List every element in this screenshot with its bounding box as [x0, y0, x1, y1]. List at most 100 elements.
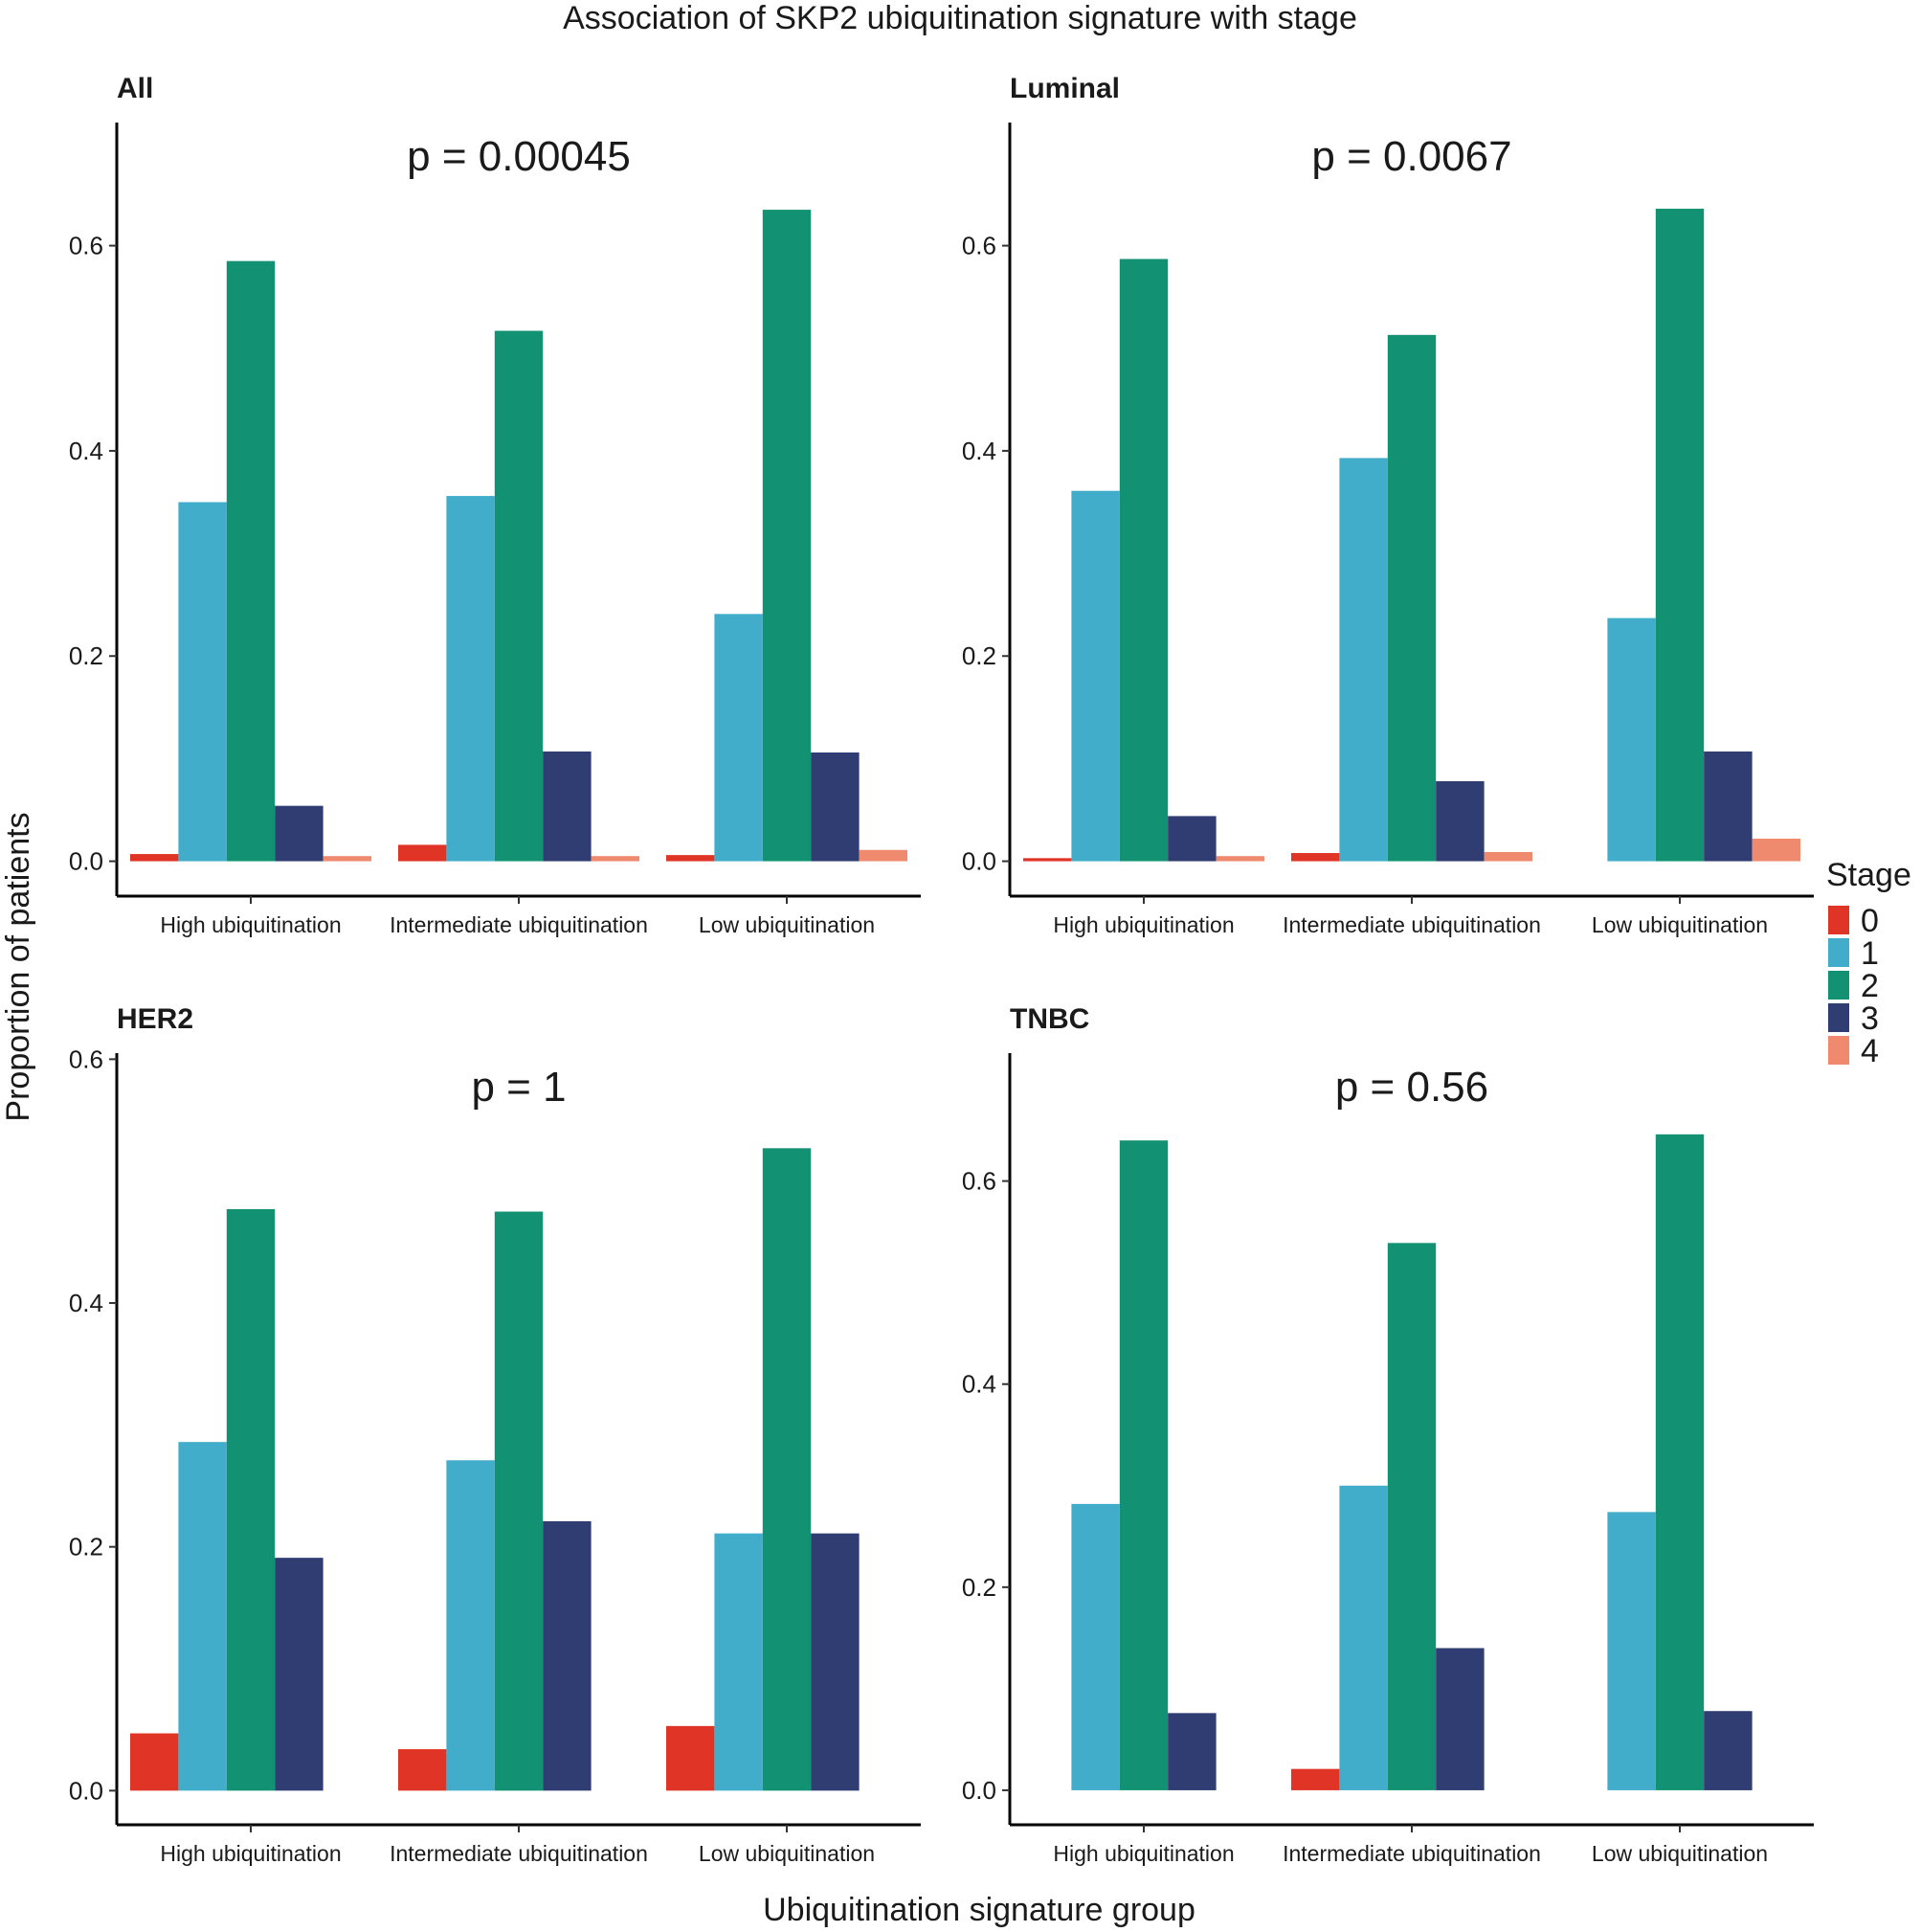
panel-title: Luminal [1010, 73, 1120, 104]
legend-label: 0 [1861, 903, 1879, 939]
bar-stage-1 [1339, 458, 1388, 862]
bar-stage-3 [275, 805, 324, 862]
panel-her2: HER2 p = 1 0.0 0.2 0.4 0.6 High ubiquitination… [69, 1003, 921, 1866]
panels: All p = 0.00045 0.0 0.2 0.4 0.6 High ubiquitin… [69, 73, 1814, 1866]
bar-stage-1 [1071, 1503, 1120, 1790]
y-tick-label: 0.6 [962, 1167, 996, 1196]
legend-label: 4 [1861, 1033, 1879, 1069]
bar-stage-1 [1071, 490, 1120, 862]
y-tick-label: 0.4 [69, 437, 103, 465]
bar-stage-1 [1607, 1512, 1656, 1790]
y-tick-label: 0.2 [69, 641, 103, 670]
bar-stage-2 [226, 1208, 276, 1791]
y-tick-label: 0.0 [962, 1776, 996, 1805]
x-tick-label: Intermediate ubiquitination [390, 1841, 648, 1866]
y-tick-label: 0.0 [69, 1776, 103, 1805]
bar-stage-3 [1436, 780, 1485, 862]
panel-luminal: Luminal p = 0.0067 0.0 0.2 0.4 0.6 High ubiqui… [962, 73, 1814, 937]
panel-title: HER2 [117, 1003, 193, 1035]
y-tick-label: 0.6 [69, 1045, 103, 1073]
y-tick-label: 0.6 [962, 232, 996, 260]
bar-stage-0 [666, 1725, 715, 1791]
bar-stage-1 [1607, 618, 1656, 862]
bar-stage-2 [1119, 1140, 1169, 1790]
bar-stage-2 [1387, 334, 1437, 862]
bar-stage-3 [1168, 1713, 1217, 1790]
legend-label: 1 [1861, 935, 1879, 972]
bar-stage-3 [1704, 751, 1753, 862]
legend-swatch-stage-1 [1828, 938, 1849, 967]
bar-stage-3 [275, 1558, 324, 1791]
p-value-annotation: p = 0.56 [1335, 1064, 1488, 1111]
y-tick-label: 0.4 [69, 1289, 103, 1317]
bar-stage-3 [1704, 1711, 1753, 1790]
legend-swatch-stage-0 [1828, 906, 1849, 934]
x-tick-label: Low ubiquitination [699, 912, 875, 937]
x-tick-label: High ubiquitination [160, 1841, 341, 1866]
bar-stage-3 [543, 1520, 592, 1791]
panel-tnbc: TNBC p = 0.56 0.0 0.2 0.4 0.6 High ubiquitinat… [962, 1003, 1814, 1866]
p-value-annotation: p = 0.00045 [407, 133, 631, 180]
y-tick-label: 0.2 [69, 1533, 103, 1561]
y-tick-label: 0.2 [962, 1573, 996, 1602]
bar-stage-0 [398, 1749, 447, 1791]
bar-stage-2 [1655, 1134, 1705, 1790]
bar-stage-4 [1484, 851, 1532, 862]
bar-stage-4 [323, 856, 371, 862]
bar-stage-0 [666, 855, 715, 862]
bar-stage-1 [446, 1460, 495, 1791]
x-tick-label: Intermediate ubiquitination [390, 912, 648, 937]
panel-title: TNBC [1010, 1003, 1089, 1035]
legend-swatch-stage-2 [1828, 971, 1849, 1000]
bar-stage-2 [1655, 209, 1705, 862]
bar-stage-0 [1291, 852, 1340, 862]
legend-swatch-stage-4 [1828, 1036, 1849, 1065]
y-axis-label: Proportion of patients [0, 812, 36, 1121]
bar-stage-2 [494, 1211, 544, 1791]
bar-stage-1 [446, 496, 495, 862]
bar-stage-3 [811, 1533, 860, 1791]
legend-label: 2 [1861, 968, 1879, 1004]
bar-stage-1 [714, 1533, 763, 1791]
legend-title: Stage [1826, 857, 1911, 893]
y-tick-label: 0.6 [69, 232, 103, 260]
bar-stage-2 [1387, 1243, 1437, 1790]
bar-stage-4 [1216, 856, 1264, 862]
bar-stage-3 [543, 751, 592, 862]
legend-swatch-stage-3 [1828, 1003, 1849, 1032]
bar-stage-0 [1023, 858, 1072, 862]
y-tick-label: 0.0 [69, 847, 103, 876]
x-tick-label: High ubiquitination [160, 912, 341, 937]
x-tick-label: Low ubiquitination [1592, 912, 1768, 937]
bar-stage-1 [178, 1442, 227, 1791]
x-tick-label: Intermediate ubiquitination [1283, 1841, 1541, 1866]
chart-title: Association of SKP2 ubiquitination signa… [563, 0, 1357, 36]
bar-stage-0 [1291, 1768, 1340, 1790]
panel-title: All [117, 73, 153, 104]
bar-stage-2 [226, 260, 276, 862]
bar-stage-0 [398, 844, 447, 862]
x-tick-label: High ubiquitination [1053, 912, 1234, 937]
x-tick-label: Low ubiquitination [1592, 1841, 1768, 1866]
bar-stage-4 [591, 856, 639, 862]
bar-stage-1 [178, 502, 227, 862]
bar-stage-4 [859, 849, 907, 862]
x-axis-label: Ubiquitination signature group [763, 1892, 1195, 1928]
bar-stage-3 [1168, 816, 1217, 862]
bar-stage-2 [1119, 258, 1169, 862]
bar-stage-2 [762, 210, 812, 862]
p-value-annotation: p = 0.0067 [1311, 133, 1511, 180]
legend-label: 3 [1861, 1000, 1879, 1037]
x-tick-label: Low ubiquitination [699, 1841, 875, 1866]
bar-stage-3 [1436, 1648, 1485, 1790]
bar-stage-4 [1752, 838, 1800, 862]
bar-stage-1 [714, 614, 763, 862]
bar-stage-1 [1339, 1485, 1388, 1790]
y-tick-label: 0.4 [962, 437, 996, 465]
x-tick-label: Intermediate ubiquitination [1283, 912, 1541, 937]
y-tick-label: 0.2 [962, 641, 996, 670]
x-tick-label: High ubiquitination [1053, 1841, 1234, 1866]
bar-stage-2 [762, 1148, 812, 1791]
